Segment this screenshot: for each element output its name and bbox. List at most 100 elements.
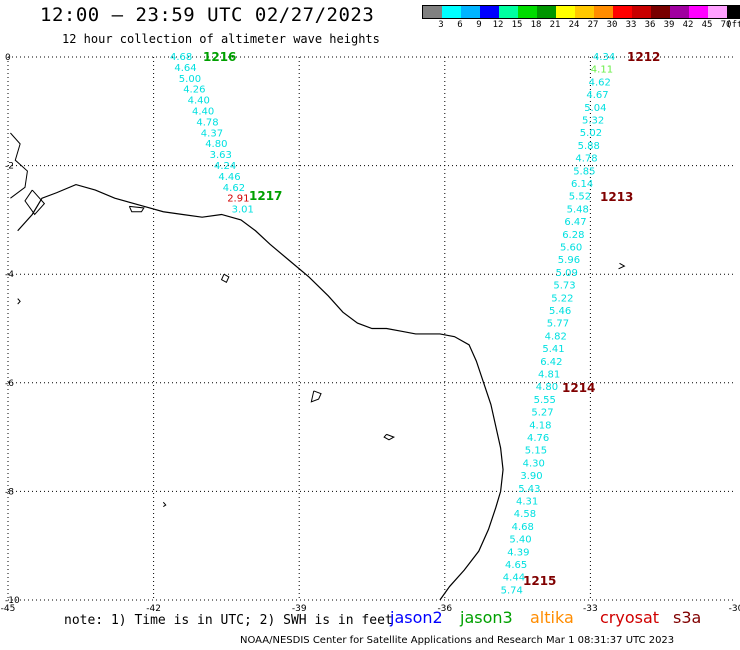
legend-tick-label: 24 — [568, 20, 580, 30]
wave-height-value-1216: 5.00 — [179, 74, 201, 85]
pass-time-label-1217: 1217 — [249, 189, 282, 203]
island-coastline — [618, 262, 626, 270]
axis-tick-labels: 0 -2 -4 -6 -8 -10-45 -42 -39 -36 -33 -30 — [1, 53, 740, 614]
wave-height-value-1212: 5.52 — [569, 192, 591, 203]
altimeter-tracks: 4.684.645.004.264.404.404.784.374.803.63… — [170, 52, 615, 596]
legend-swatch — [461, 6, 480, 18]
lon-tick-label: -39 — [292, 604, 307, 614]
satellite-jason3-label: jason3 — [460, 608, 513, 627]
legend-swatch — [708, 6, 727, 18]
legend-tick-label: 6 — [457, 20, 463, 30]
lon-tick-label: -45 — [1, 604, 16, 614]
wave-height-value-1212: 4.11 — [591, 65, 613, 76]
legend-tick-label: 15 — [511, 20, 523, 30]
credit-line: NOAA/NESDIS Center for Satellite Applica… — [240, 635, 675, 646]
legend-tick-label: 36 — [644, 20, 656, 30]
wave-height-value-1212: 6.42 — [540, 357, 562, 368]
legend-swatch — [556, 6, 575, 18]
wave-height-value-1216: 2.91 — [227, 194, 249, 205]
island-coastline — [310, 390, 322, 403]
wave-height-value-1212: 5.85 — [573, 166, 595, 177]
wave-height-value-1216: 4.40 — [192, 107, 214, 118]
legend-swatch — [632, 6, 651, 18]
legend-swatch — [423, 6, 442, 18]
legend-tick-label: 27 — [587, 20, 599, 30]
legend-swatch — [575, 6, 594, 18]
legend-tick-label: 18 — [530, 20, 542, 30]
chart-title: 12:00 — 23:59 UTC 02/27/2023 — [40, 4, 375, 26]
wave-height-value-1212: 5.15 — [525, 446, 547, 457]
legend-tick-label: 70 — [720, 20, 732, 30]
island-coastline — [383, 433, 396, 441]
wave-height-value-1212: 5.41 — [542, 344, 564, 355]
legend-swatch — [518, 6, 537, 18]
island-coastline — [10, 132, 28, 199]
legend-tick-label: 12 — [492, 20, 504, 30]
wave-height-value-1212: 5.88 — [578, 141, 600, 152]
wave-height-value-1212: 4.80 — [536, 382, 558, 393]
island-coastline — [17, 298, 21, 305]
color-scale-bar — [422, 5, 740, 19]
wave-height-value-1212: 4.31 — [516, 497, 538, 508]
wave-height-value-1212: 5.32 — [582, 116, 604, 127]
island-coastline — [162, 501, 167, 508]
pass-time-label-1212: 1212 — [627, 50, 660, 64]
wave-height-value-1212: 4.82 — [545, 331, 567, 342]
wave-height-value-1212: 6.28 — [562, 230, 584, 241]
lon-tick-label: -36 — [437, 604, 452, 614]
wave-height-value-1216: 4.26 — [183, 85, 205, 96]
legend-tick-label: 9 — [476, 20, 482, 30]
pass-time-label-1213: 1213 — [600, 190, 633, 204]
legend-tick-label: 39 — [663, 20, 675, 30]
wave-height-value-1216: 3.01 — [232, 205, 254, 216]
wave-height-value-1212: 5.46 — [549, 306, 571, 317]
satellite-s3a-label: s3a — [673, 608, 702, 627]
legend-tick-label: 3 — [438, 20, 444, 30]
wave-height-value-1212: 5.77 — [547, 319, 569, 330]
coastline — [10, 132, 626, 601]
lat-tick-label: -10 — [5, 596, 20, 606]
lat-tick-label: -4 — [5, 270, 14, 280]
wave-height-value-1212: 5.48 — [567, 204, 589, 215]
wave-height-value-1212: 5.55 — [534, 395, 556, 406]
wave-height-value-1216: 4.78 — [196, 117, 218, 128]
wave-height-value-1216: 4.46 — [218, 172, 240, 183]
wave-height-value-1216: 4.64 — [174, 63, 196, 74]
legend-swatch — [594, 6, 613, 18]
lat-lon-grid — [7, 56, 736, 601]
legend-swatch — [670, 6, 689, 18]
wave-height-value-1212: 4.39 — [507, 547, 529, 558]
island-coastline — [24, 189, 46, 216]
wave-height-value-1212: 5.73 — [553, 281, 575, 292]
chart-subtitle: 12 hour collection of altimeter wave hei… — [62, 32, 380, 46]
mainland-coastline — [17, 183, 504, 601]
wave-height-value-1212: 4.68 — [512, 522, 534, 533]
note-text: note: 1) Time is in UTC; 2) SWH is in fe… — [64, 613, 393, 628]
satellite-altika-label: altika — [530, 608, 574, 627]
wave-height-value-1212: 4.44 — [503, 573, 525, 584]
pass-time-label-1215: 1215 — [523, 574, 556, 588]
wave-height-value-1212: 4.62 — [589, 77, 611, 88]
wave-height-value-1216: 4.62 — [223, 183, 245, 194]
legend-swatch — [689, 6, 708, 18]
satellite-jason2-label: jason2 — [390, 608, 443, 627]
pass-time-label-1216: 1216 — [203, 50, 236, 64]
lat-tick-label: 0 — [5, 53, 11, 63]
legend-swatch — [651, 6, 670, 18]
wave-height-value-1212: 4.58 — [514, 509, 536, 520]
legend-tick-label: 45 — [701, 20, 713, 30]
island-coastline — [128, 205, 145, 213]
legend-swatch — [499, 6, 518, 18]
wave-height-value-1216: 4.80 — [205, 139, 227, 150]
lon-tick-label: -30 — [729, 604, 740, 614]
wave-height-value-1212: 5.43 — [518, 484, 540, 495]
wave-height-value-1212: 3.90 — [520, 471, 542, 482]
wave-height-value-1216: 4.68 — [170, 52, 192, 63]
wave-height-value-1212: 5.02 — [580, 128, 602, 139]
wave-height-value-1212: 4.34 — [593, 52, 615, 63]
lat-tick-label: -2 — [5, 162, 14, 172]
wave-height-value-1212: 5.74 — [501, 585, 523, 596]
wave-height-value-1212: 4.18 — [529, 420, 551, 431]
